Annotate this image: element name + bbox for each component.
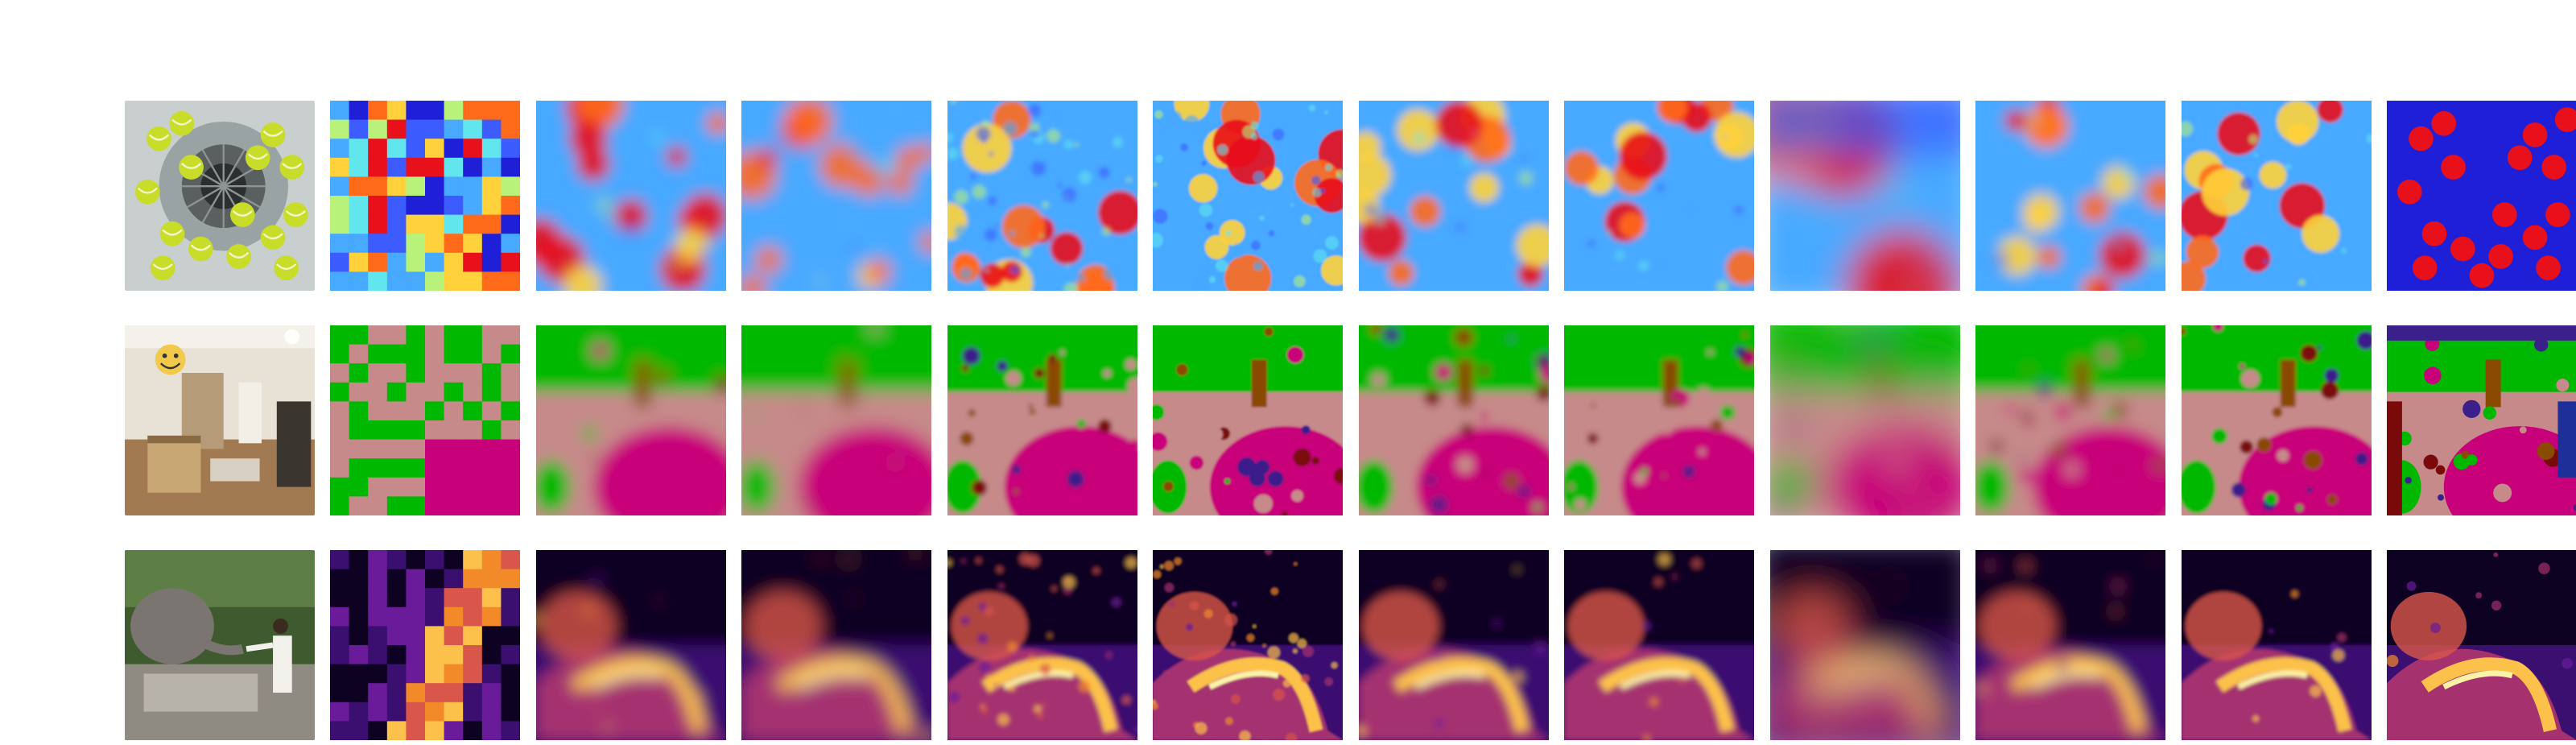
depth-prediction-map-4 bbox=[947, 550, 1137, 740]
depth-prediction-map-3 bbox=[741, 550, 931, 740]
row-density-maps bbox=[0, 101, 2576, 291]
depth-prediction-map-1 bbox=[330, 550, 520, 740]
density-prediction-map-4 bbox=[947, 101, 1137, 291]
density-prediction-map-5 bbox=[1153, 101, 1343, 291]
density-prediction-map-9 bbox=[1975, 101, 2165, 291]
density-input-photo bbox=[125, 101, 315, 291]
density-prediction-map-8 bbox=[1770, 101, 1960, 291]
segmentation-prediction-map-10 bbox=[2182, 325, 2372, 515]
density-prediction-map-1 bbox=[330, 101, 520, 291]
density-prediction-map-6 bbox=[1359, 101, 1549, 291]
segmentation-prediction-map-9 bbox=[1975, 325, 2165, 515]
segmentation-prediction-map-8 bbox=[1770, 325, 1960, 515]
segmentation-prediction-map-3 bbox=[741, 325, 931, 515]
depth-input-photo bbox=[125, 550, 315, 740]
depth-prediction-map-7 bbox=[1564, 550, 1754, 740]
density-prediction-map-2 bbox=[536, 101, 726, 291]
segmentation-prediction-map-6 bbox=[1359, 325, 1549, 515]
segmentation-prediction-map-11 bbox=[2387, 325, 2576, 515]
depth-prediction-map-8 bbox=[1770, 550, 1960, 740]
depth-prediction-map-9 bbox=[1975, 550, 2165, 740]
depth-prediction-map-10 bbox=[2182, 550, 2372, 740]
depth-prediction-map-5 bbox=[1153, 550, 1343, 740]
density-prediction-map-3 bbox=[741, 101, 931, 291]
segmentation-prediction-map-7 bbox=[1564, 325, 1754, 515]
depth-prediction-map-11 bbox=[2387, 550, 2576, 740]
density-prediction-map-11 bbox=[2387, 101, 2576, 291]
segmentation-prediction-map-5 bbox=[1153, 325, 1343, 515]
density-prediction-map-7 bbox=[1564, 101, 1754, 291]
row-depth-maps bbox=[0, 550, 2576, 740]
depth-prediction-map-2 bbox=[536, 550, 726, 740]
segmentation-prediction-map-1 bbox=[330, 325, 520, 515]
segmentation-prediction-map-4 bbox=[947, 325, 1137, 515]
row-segmentation-maps bbox=[0, 325, 2576, 515]
density-prediction-map-10 bbox=[2182, 101, 2372, 291]
depth-prediction-map-6 bbox=[1359, 550, 1549, 740]
segmentation-input-photo bbox=[125, 325, 315, 515]
segmentation-prediction-map-2 bbox=[536, 325, 726, 515]
